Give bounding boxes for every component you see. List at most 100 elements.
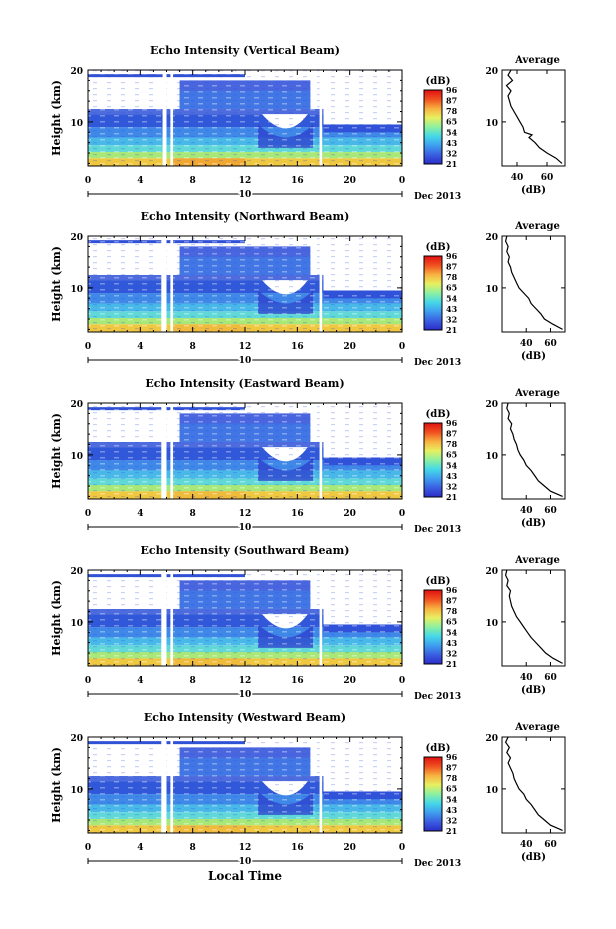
average-frame: [501, 402, 566, 500]
y-axis-label: Height (km): [50, 747, 63, 823]
texture-overlay: [88, 70, 402, 166]
average-x-tick-label: 40: [520, 673, 533, 683]
time-axis-label: Local Time: [208, 869, 282, 883]
average-x-label: (dB): [521, 351, 546, 362]
colorbar-unit: (dB): [426, 743, 451, 754]
x-tick-label: 0: [399, 176, 405, 186]
x-tick-label: 20: [343, 342, 356, 352]
average-profile-line: [505, 69, 563, 164]
data-gap: [161, 236, 167, 332]
colorbar: [423, 422, 443, 498]
average-frame: [501, 736, 566, 834]
data-gap: [319, 570, 323, 666]
colorbar-tick-label: 21: [446, 325, 457, 335]
average-profile-line: [506, 402, 563, 497]
colorbar: [423, 756, 443, 832]
average-x-label: (dB): [521, 852, 546, 863]
echo-panel-2: Echo Intensity (Eastward Beam) 20 10 Height…: [50, 377, 566, 535]
heatmap-field: [88, 70, 402, 166]
y-axis-label: Height (km): [50, 413, 63, 489]
colorbar-tick-label: 78: [446, 272, 458, 282]
colorbar-tick-label: 87: [446, 262, 457, 272]
average-y-tick-label: 20: [485, 567, 498, 577]
colorbar-tick-label: 96: [446, 418, 458, 428]
x-tick-label: 16: [291, 843, 304, 853]
average-y-tick-label: 10: [485, 285, 498, 295]
y-tick-label: 10: [70, 786, 83, 796]
texture-overlay: [88, 570, 402, 666]
y-tick-label: 10: [70, 119, 83, 129]
average-y-tick-label: 10: [485, 119, 498, 129]
x-tick-label: 16: [291, 509, 304, 519]
average-title: Average: [514, 55, 560, 66]
colorbar-tick-label: 21: [446, 826, 457, 836]
x-tick-label: 12: [239, 509, 252, 519]
heatmap-field: [88, 403, 402, 499]
average-frame: [501, 569, 566, 667]
x-tick-label: 0: [85, 676, 91, 686]
heatmap-field: [88, 236, 402, 332]
x-tick-label: 16: [291, 676, 304, 686]
x-tick-label: 4: [137, 843, 143, 853]
x-tick-label: 20: [343, 509, 356, 519]
x-tick-label: 20: [343, 843, 356, 853]
average-title: Average: [514, 388, 560, 399]
average-x-tick-label: 60: [544, 673, 557, 683]
data-gap: [319, 236, 323, 332]
average-y-tick-label: 10: [485, 786, 498, 796]
texture-overlay: [88, 737, 402, 833]
x-tick-label: 12: [239, 342, 252, 352]
colorbar-tick-label: 54: [446, 794, 458, 804]
colorbar-tick-label: 96: [446, 85, 458, 95]
colorbar-tick-label: 78: [446, 773, 458, 783]
y-axis-label: Height (km): [50, 246, 63, 322]
colorbar-unit: (dB): [426, 76, 451, 87]
x-tick-label: 20: [343, 176, 356, 186]
colorbar-tick-label: 96: [446, 251, 458, 261]
average-x-tick-label: 60: [544, 506, 557, 516]
colorbar-tick-label: 32: [446, 648, 457, 658]
data-gap: [170, 70, 174, 166]
colorbar-tick-label: 32: [446, 148, 457, 158]
data-gap: [162, 70, 167, 166]
colorbar-tick-label: 65: [446, 283, 457, 293]
colorbar: [423, 255, 443, 331]
data-gap: [170, 403, 174, 499]
x-tick-label: 0: [85, 176, 91, 186]
average-title: Average: [514, 722, 560, 733]
colorbar: [423, 89, 443, 165]
average-frame: [501, 235, 566, 333]
colorbar-tick-label: 21: [446, 659, 457, 669]
x-tick-label: 4: [137, 176, 143, 186]
colorbar-unit: (dB): [426, 409, 451, 420]
colorbar-tick-label: 43: [446, 805, 458, 815]
data-gap: [319, 737, 323, 833]
colorbar-tick-label: 43: [446, 638, 458, 648]
heatmap-field: [88, 570, 402, 666]
day-label: 10: [239, 690, 252, 700]
colorbar-tick-label: 87: [446, 429, 457, 439]
colorbar-tick-label: 96: [446, 752, 458, 762]
colorbar-tick-label: 87: [446, 596, 457, 606]
data-gap: [319, 403, 323, 499]
x-tick-label: 8: [190, 676, 196, 686]
average-x-tick-label: 60: [544, 840, 557, 850]
colorbar-unit: (dB): [426, 242, 451, 253]
date-label: Dec 2013: [414, 358, 461, 368]
colorbar-tick-label: 78: [446, 106, 458, 116]
day-label: 10: [239, 523, 252, 533]
average-x-label: (dB): [521, 685, 546, 696]
y-tick-label: 20: [70, 567, 83, 577]
colorbar-tick-label: 32: [446, 314, 457, 324]
colorbar-tick-label: 21: [446, 492, 457, 502]
day-label: 10: [239, 190, 252, 200]
data-gap: [170, 570, 174, 666]
y-tick-label: 10: [70, 619, 83, 629]
colorbar-tick-label: 78: [446, 439, 458, 449]
colorbar-tick-label: 65: [446, 617, 457, 627]
y-tick-label: 20: [70, 734, 83, 744]
colorbar-tick-label: 21: [446, 159, 457, 169]
echo-panel-4: Echo Intensity (Westward Beam) 20 10 Height…: [50, 711, 566, 869]
average-x-tick-label: 40: [511, 173, 524, 183]
panel-title: Echo Intensity (Southward Beam): [141, 544, 350, 557]
